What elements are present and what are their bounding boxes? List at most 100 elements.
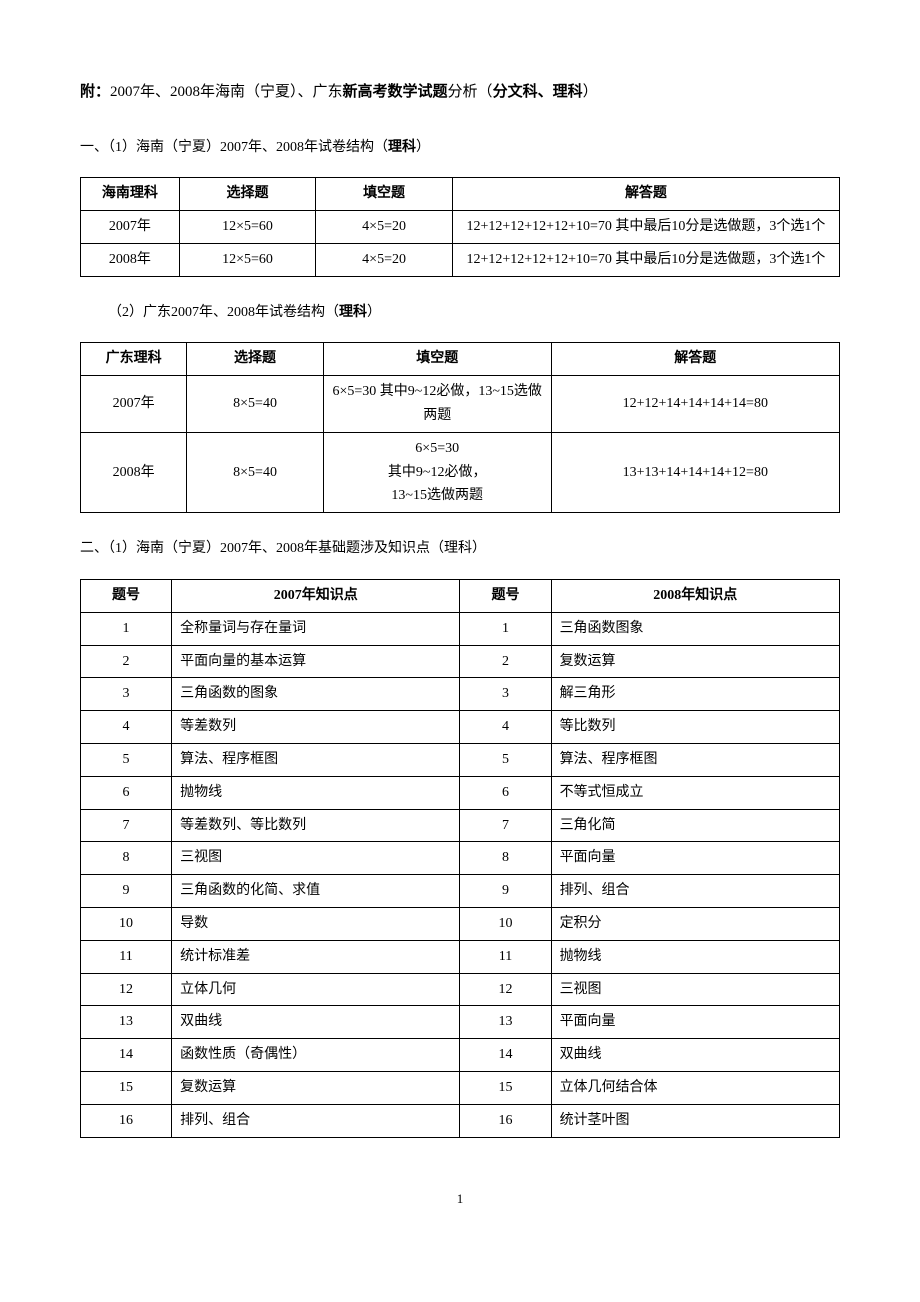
- table-row: 7等差数列、等比数列7三角化简: [81, 809, 840, 842]
- th: 2007年知识点: [172, 580, 460, 613]
- section-2-1-heading: 二、（1）海南（宁夏）2007年、2008年基础题涉及知识点（理科）: [80, 537, 840, 561]
- td: 4×5=20: [316, 243, 453, 276]
- td: 算法、程序框图: [172, 744, 460, 777]
- td: 抛物线: [551, 940, 839, 973]
- s11-prefix: 一、（1）海南（宁夏）2007年、2008年试卷结构（: [80, 140, 388, 155]
- td: 三视图: [172, 842, 460, 875]
- td: 2: [460, 645, 551, 678]
- td: 双曲线: [551, 1039, 839, 1072]
- td: 6: [81, 776, 172, 809]
- th: 填空题: [323, 343, 551, 376]
- table-row: 9三角函数的化简、求值9排列、组合: [81, 875, 840, 908]
- table-row: 8三视图8平面向量: [81, 842, 840, 875]
- td: 解三角形: [551, 678, 839, 711]
- td: 函数性质（奇偶性）: [172, 1039, 460, 1072]
- th: 解答题: [452, 178, 839, 211]
- table-row: 13双曲线13平面向量: [81, 1006, 840, 1039]
- td: 2007年: [81, 211, 180, 244]
- td: 全称量词与存在量词: [172, 612, 460, 645]
- td: 5: [81, 744, 172, 777]
- td: 15: [81, 1072, 172, 1105]
- td: 11: [81, 940, 172, 973]
- td: 6: [460, 776, 551, 809]
- td: 抛物线: [172, 776, 460, 809]
- s12-bold: 理科: [339, 305, 367, 320]
- title-b2: 分文科、理科: [493, 84, 583, 100]
- td: 6×5=30 其中9~12必做，13~15选做两题: [323, 376, 551, 433]
- table-guangdong-science: 广东理科 选择题 填空题 解答题 2007年 8×5=40 6×5=30 其中9…: [80, 342, 840, 513]
- table-row: 11统计标准差11抛物线: [81, 940, 840, 973]
- td: 4: [81, 711, 172, 744]
- td: 14: [460, 1039, 551, 1072]
- table-row: 14函数性质（奇偶性）14双曲线: [81, 1039, 840, 1072]
- td: 3: [81, 678, 172, 711]
- td: 排列、组合: [172, 1104, 460, 1137]
- s12-prefix: （2）广东2007年、2008年试卷结构（: [108, 305, 339, 320]
- td: 立体几何结合体: [551, 1072, 839, 1105]
- table-row: 5算法、程序框图5算法、程序框图: [81, 744, 840, 777]
- th: 解答题: [551, 343, 839, 376]
- table-row: 2008年 8×5=40 6×5=30 其中9~12必做， 13~15选做两题 …: [81, 432, 840, 512]
- table-row: 题号 2007年知识点 题号 2008年知识点: [81, 580, 840, 613]
- td: 复数运算: [172, 1072, 460, 1105]
- th: 海南理科: [81, 178, 180, 211]
- table-row: 2007年 8×5=40 6×5=30 其中9~12必做，13~15选做两题 1…: [81, 376, 840, 433]
- td: 11: [460, 940, 551, 973]
- td: 12+12+12+12+12+10=70 其中最后10分是选做题，3个选1个: [452, 211, 839, 244]
- td: 2008年: [81, 432, 187, 512]
- td: 12+12+12+12+12+10=70 其中最后10分是选做题，3个选1个: [452, 243, 839, 276]
- td: 2008年: [81, 243, 180, 276]
- th: 选择题: [187, 343, 324, 376]
- th: 题号: [460, 580, 551, 613]
- td: 双曲线: [172, 1006, 460, 1039]
- table-row: 4等差数列4等比数列: [81, 711, 840, 744]
- table-row: 16排列、组合16统计茎叶图: [81, 1104, 840, 1137]
- table-row: 2008年 12×5=60 4×5=20 12+12+12+12+12+10=7…: [81, 243, 840, 276]
- table-row: 广东理科 选择题 填空题 解答题: [81, 343, 840, 376]
- td: 统计标准差: [172, 940, 460, 973]
- td: 9: [81, 875, 172, 908]
- td: 13+13+14+14+14+12=80: [551, 432, 839, 512]
- td: 14: [81, 1039, 172, 1072]
- th: 填空题: [316, 178, 453, 211]
- td: 10: [81, 908, 172, 941]
- td: 等差数列: [172, 711, 460, 744]
- table-row: 1全称量词与存在量词1三角函数图象: [81, 612, 840, 645]
- table-row: 12立体几何12三视图: [81, 973, 840, 1006]
- td: 1: [460, 612, 551, 645]
- td: 10: [460, 908, 551, 941]
- td: 4×5=20: [316, 211, 453, 244]
- td: 12×5=60: [179, 211, 316, 244]
- td: 算法、程序框图: [551, 744, 839, 777]
- td: 不等式恒成立: [551, 776, 839, 809]
- td: 三角化简: [551, 809, 839, 842]
- td: 导数: [172, 908, 460, 941]
- table-hainan-science: 海南理科 选择题 填空题 解答题 2007年 12×5=60 4×5=20 12…: [80, 177, 840, 276]
- td: 平面向量: [551, 1006, 839, 1039]
- th: 选择题: [179, 178, 316, 211]
- td: 12: [81, 973, 172, 1006]
- table-row: 3三角函数的图象3解三角形: [81, 678, 840, 711]
- table-row: 2007年 12×5=60 4×5=20 12+12+12+12+12+10=7…: [81, 211, 840, 244]
- section-1-2-heading: （2）广东2007年、2008年试卷结构（理科）: [80, 301, 840, 325]
- s12-suffix: ）: [367, 305, 381, 320]
- td: 15: [460, 1072, 551, 1105]
- td: 12+12+14+14+14+14=80: [551, 376, 839, 433]
- th: 2008年知识点: [551, 580, 839, 613]
- td: 8×5=40: [187, 432, 324, 512]
- th: 题号: [81, 580, 172, 613]
- td: 三角函数的图象: [172, 678, 460, 711]
- td: 三视图: [551, 973, 839, 1006]
- td: 统计茎叶图: [551, 1104, 839, 1137]
- title-b1: 新高考数学试题: [343, 84, 448, 100]
- td: 8: [81, 842, 172, 875]
- td: 8: [460, 842, 551, 875]
- table-knowledge-points: 题号 2007年知识点 题号 2008年知识点 1全称量词与存在量词1三角函数图…: [80, 579, 840, 1138]
- td: 9: [460, 875, 551, 908]
- td: 13: [81, 1006, 172, 1039]
- td: 12×5=60: [179, 243, 316, 276]
- td: 12: [460, 973, 551, 1006]
- td: 13: [460, 1006, 551, 1039]
- table-row: 海南理科 选择题 填空题 解答题: [81, 178, 840, 211]
- table-row: 6抛物线6不等式恒成立: [81, 776, 840, 809]
